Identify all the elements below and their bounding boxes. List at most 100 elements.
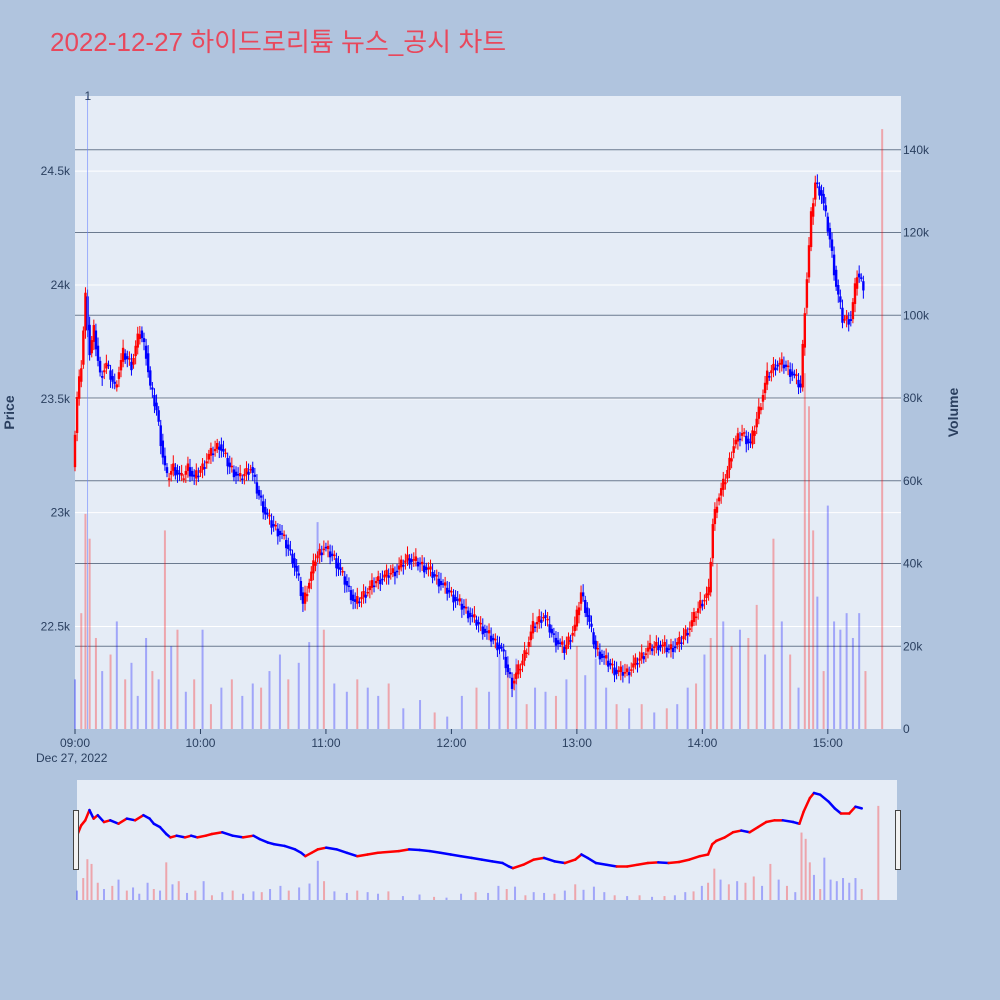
up-candle [360,596,363,600]
volume-bar [845,613,848,729]
up-candle [705,593,708,599]
up-candle [494,638,497,641]
up-candle [770,370,773,374]
volume-bar [665,708,668,729]
up-candle [525,652,528,654]
up-candle [128,358,131,360]
slider-volume-bar [323,881,326,900]
slider-price-segment [470,856,484,861]
volume-gridlines [75,149,901,647]
volume-bar [826,505,829,729]
down-candle [818,186,821,196]
down-candle [837,284,840,295]
price-axis-title: Price [1,395,17,429]
down-candle [220,444,223,451]
slider-volume-bar [279,885,282,900]
slider-price-segment [117,817,129,825]
down-candle [140,330,144,339]
up-candle [464,606,468,609]
up-candle [519,668,522,671]
up-candle [303,592,307,604]
volume-bar [356,679,359,729]
volume-bar [747,637,750,729]
slider-volume-bar [401,896,404,900]
slider-volume-bar [785,885,788,900]
up-candle [634,657,637,666]
slider-price-segment [397,848,411,853]
volume-bar [807,406,810,729]
down-candle [446,587,449,594]
down-candle [489,635,493,642]
slider-price-segment [96,813,106,824]
volume-tick-label: 80k [903,391,923,405]
up-candle [205,461,208,464]
up-candle [529,631,533,641]
down-candle [788,369,792,377]
down-candle [236,473,240,476]
up-candle [765,370,769,385]
volume-bar [322,629,325,729]
down-candle [431,571,434,578]
down-candle [657,645,660,651]
volume-bar [136,695,139,729]
down-candle [142,338,146,343]
up-candle [573,624,576,632]
range-slider-right-handle[interactable] [895,810,901,870]
up-candle [312,560,315,574]
volume-bar [755,604,758,729]
time-tick-label: 10:00 [185,736,215,750]
down-candle [347,585,351,588]
volume-bar [145,637,148,729]
down-candle [176,469,179,475]
down-candle [188,467,192,477]
range-slider-left-handle[interactable] [73,810,79,870]
slider-price-segment [740,829,751,834]
up-candle [80,368,83,382]
up-candle [722,478,725,490]
slider-volume-bar [186,892,189,900]
down-candle [590,623,593,627]
down-candle [289,549,292,551]
slider-volume-bar [231,890,234,900]
down-candle [241,478,244,481]
up-candle [523,650,526,661]
up-candle [341,570,344,573]
range-slider[interactable] [77,780,897,900]
up-candle [763,382,767,394]
down-candle [328,551,332,558]
up-candle [713,509,717,525]
slider-volume-bar [700,885,703,900]
slider-volume-bar [159,890,162,900]
slider-volume-bar [829,879,832,900]
down-candle [293,558,296,568]
price-tick-label: 24.5k [41,164,71,178]
slider-volume-bar [543,892,546,900]
down-candle [165,467,169,474]
down-candle [161,440,165,458]
slider-price-segment [316,846,328,851]
down-candle [581,592,585,597]
down-candle [264,506,267,515]
up-candle [326,545,330,550]
down-candle [228,462,231,468]
up-candle [435,575,438,577]
up-candle [136,333,139,348]
slider-price-segment [324,846,338,851]
up-candle [132,357,135,365]
slider-volume-bar [582,889,585,900]
slider-volume-bar [260,892,263,900]
down-candle [584,599,587,614]
volume-bar [575,646,578,729]
up-candle [646,647,650,652]
down-candle [441,583,445,585]
down-candle [339,567,342,571]
range-slider-volume [76,805,880,900]
slider-volume-bar [877,805,880,900]
slider-price-segment [586,856,598,865]
slider-price-segment [553,860,567,865]
up-candle [653,646,656,649]
up-candle [308,582,311,589]
slider-price-segment [175,834,187,839]
slider-price-segment [480,858,494,863]
up-candle [243,473,246,477]
